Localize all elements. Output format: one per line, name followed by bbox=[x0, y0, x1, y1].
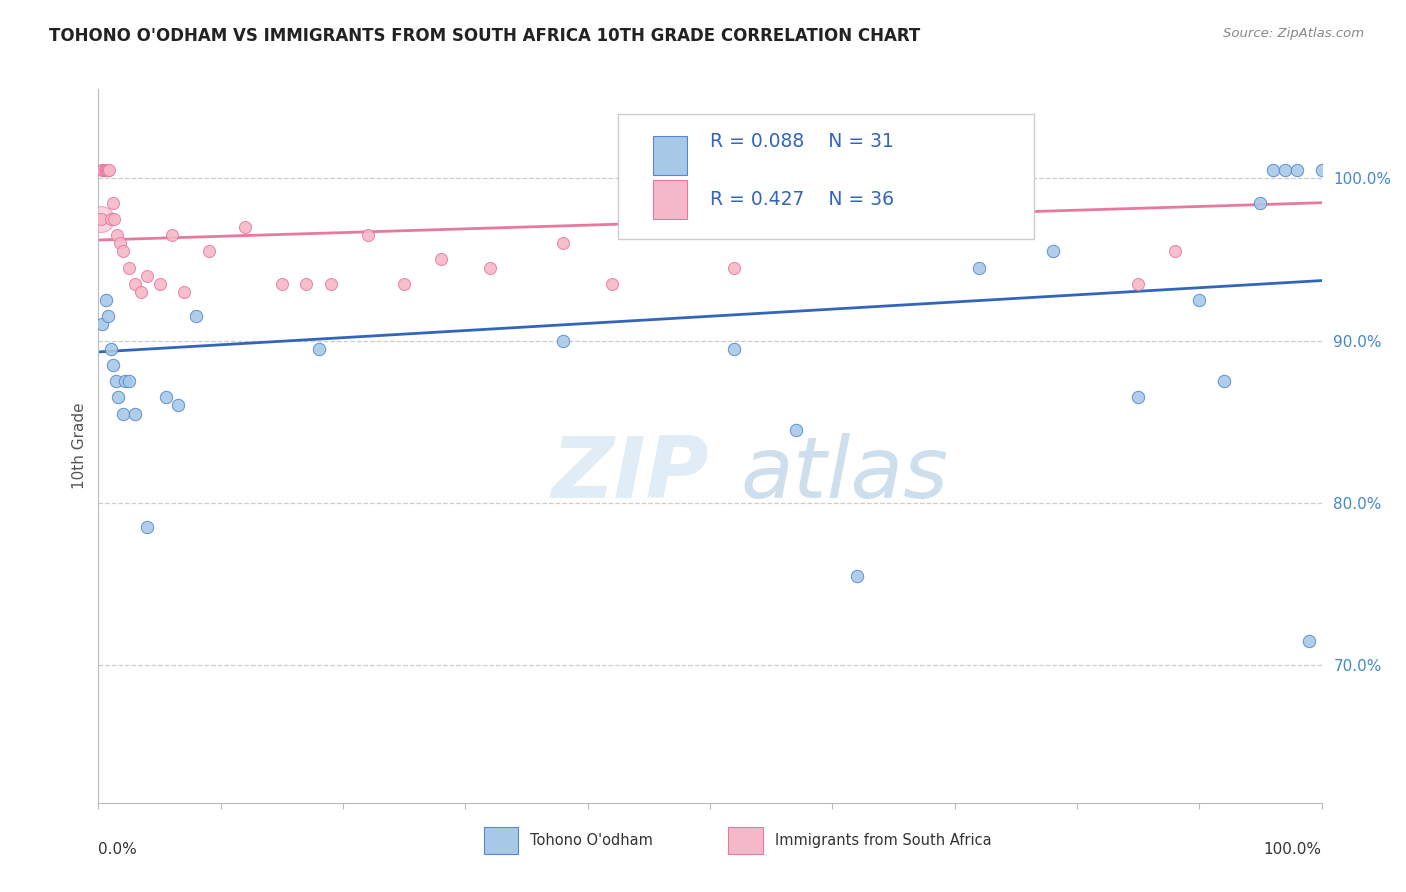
FancyBboxPatch shape bbox=[652, 180, 686, 219]
Point bbox=[1128, 390, 1150, 404]
Point bbox=[1164, 244, 1187, 259]
Point bbox=[107, 390, 129, 404]
Point bbox=[90, 211, 112, 226]
Point bbox=[1274, 163, 1296, 178]
Point bbox=[600, 277, 623, 291]
Point bbox=[91, 163, 114, 178]
FancyBboxPatch shape bbox=[484, 827, 517, 855]
Point bbox=[110, 236, 132, 251]
Point bbox=[392, 277, 416, 291]
Point bbox=[478, 260, 501, 275]
Point bbox=[93, 163, 115, 178]
Point bbox=[114, 374, 136, 388]
Point bbox=[104, 374, 127, 388]
FancyBboxPatch shape bbox=[728, 827, 762, 855]
Point bbox=[90, 211, 112, 226]
Text: Source: ZipAtlas.com: Source: ZipAtlas.com bbox=[1223, 27, 1364, 40]
Point bbox=[356, 228, 378, 243]
Point bbox=[1310, 163, 1333, 178]
Point bbox=[1249, 195, 1271, 210]
Point bbox=[160, 228, 183, 243]
Point bbox=[173, 285, 195, 299]
Point bbox=[723, 260, 745, 275]
Point bbox=[233, 220, 256, 235]
Point bbox=[197, 244, 219, 259]
Y-axis label: 10th Grade: 10th Grade bbox=[72, 402, 87, 490]
Point bbox=[124, 277, 146, 291]
Point bbox=[319, 277, 342, 291]
Point bbox=[97, 310, 120, 324]
Text: R = 0.427    N = 36: R = 0.427 N = 36 bbox=[710, 190, 894, 209]
Point bbox=[103, 211, 125, 226]
Point bbox=[91, 318, 114, 332]
Point bbox=[111, 244, 134, 259]
Text: ZIP: ZIP bbox=[551, 433, 709, 516]
Point bbox=[1298, 633, 1320, 648]
Point bbox=[553, 236, 575, 251]
Point bbox=[129, 285, 152, 299]
Point bbox=[1188, 293, 1211, 307]
Point bbox=[136, 520, 159, 534]
Point bbox=[118, 260, 141, 275]
Point bbox=[295, 277, 318, 291]
Point bbox=[124, 407, 146, 421]
Point bbox=[100, 342, 122, 356]
Point bbox=[186, 310, 208, 324]
Point bbox=[136, 268, 159, 283]
Text: atlas: atlas bbox=[741, 433, 949, 516]
Point bbox=[785, 423, 807, 437]
Point bbox=[1286, 163, 1309, 178]
Point bbox=[94, 293, 117, 307]
FancyBboxPatch shape bbox=[619, 114, 1035, 239]
Text: TOHONO O'ODHAM VS IMMIGRANTS FROM SOUTH AFRICA 10TH GRADE CORRELATION CHART: TOHONO O'ODHAM VS IMMIGRANTS FROM SOUTH … bbox=[49, 27, 921, 45]
Point bbox=[98, 163, 121, 178]
Text: 0.0%: 0.0% bbox=[98, 842, 138, 857]
Point bbox=[100, 211, 122, 226]
FancyBboxPatch shape bbox=[652, 136, 686, 175]
Text: Immigrants from South Africa: Immigrants from South Africa bbox=[775, 833, 991, 848]
Point bbox=[149, 277, 172, 291]
Point bbox=[1212, 374, 1234, 388]
Point bbox=[94, 163, 117, 178]
Point bbox=[553, 334, 575, 348]
Point bbox=[662, 163, 685, 178]
Point bbox=[101, 358, 124, 372]
Point bbox=[1042, 244, 1064, 259]
Point bbox=[118, 374, 141, 388]
Point bbox=[308, 342, 330, 356]
Text: R = 0.088    N = 31: R = 0.088 N = 31 bbox=[710, 132, 894, 151]
Text: 100.0%: 100.0% bbox=[1264, 842, 1322, 857]
Point bbox=[101, 195, 124, 210]
Point bbox=[167, 399, 190, 413]
Point bbox=[845, 568, 868, 582]
Point bbox=[111, 407, 134, 421]
Text: Tohono O'odham: Tohono O'odham bbox=[530, 833, 654, 848]
Point bbox=[155, 390, 177, 404]
Point bbox=[1261, 163, 1284, 178]
Point bbox=[430, 252, 453, 267]
Point bbox=[1128, 277, 1150, 291]
Point bbox=[91, 163, 114, 178]
Point bbox=[967, 260, 990, 275]
Point bbox=[96, 163, 118, 178]
Point bbox=[270, 277, 294, 291]
Point bbox=[723, 342, 745, 356]
Point bbox=[97, 163, 120, 178]
Point bbox=[105, 228, 128, 243]
